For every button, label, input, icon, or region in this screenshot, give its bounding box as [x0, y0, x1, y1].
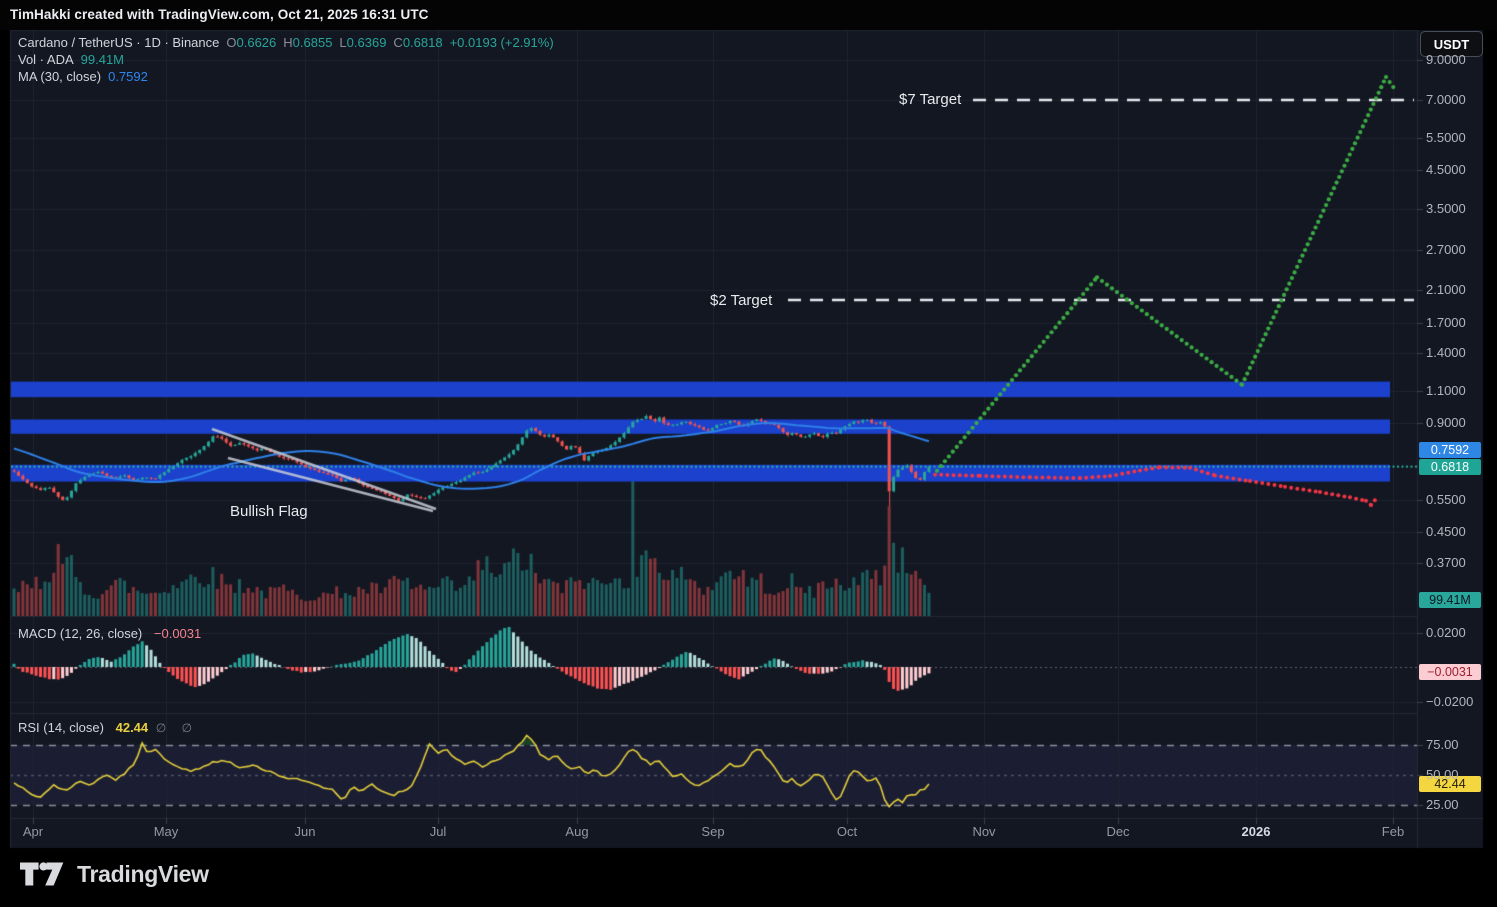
- time-tick-label: Jul: [429, 824, 447, 839]
- price-tick-label: 4.5000: [1426, 161, 1466, 177]
- price-tick-label: 1.7000: [1426, 314, 1466, 330]
- rsi-badge: 42.44: [1419, 776, 1481, 792]
- low-label: L: [339, 35, 347, 50]
- price-tick-label: 0.0200: [1426, 624, 1466, 640]
- price-tick-label: 5.5000: [1426, 129, 1466, 145]
- open-value: 0.6626: [236, 35, 277, 50]
- open-label: O: [226, 35, 237, 50]
- target-2-label[interactable]: $2 Target: [710, 292, 773, 309]
- price-tick-label: 0.4500: [1426, 524, 1466, 540]
- price-tick-label: 0.9000: [1426, 414, 1466, 430]
- macd-label: MACD (12, 26, close): [18, 626, 143, 641]
- rsi-label: RSI (14, close): [18, 720, 104, 735]
- legend-volume-row: Vol · ADA 99.41M: [18, 51, 554, 68]
- macd-panel-label: MACD (12, 26, close) −0.0031: [18, 626, 201, 641]
- macd-value: −0.0031: [153, 626, 202, 641]
- price-tick-label: 3.5000: [1426, 201, 1466, 217]
- ma-label: MA (30, close): [18, 69, 102, 84]
- time-tick-label: Nov: [972, 824, 996, 839]
- tradingview-logo-text: TradingView: [77, 860, 209, 887]
- last-price-badge: 0.6818: [1419, 459, 1481, 475]
- high-label: H: [283, 35, 293, 50]
- tradingview-logo[interactable]: TradingView: [20, 858, 209, 890]
- tradingview-logo-icon: [20, 862, 64, 886]
- ma-price-badge: 0.7592: [1419, 442, 1481, 458]
- close-value: 0.6818: [402, 35, 443, 50]
- ma-value: 0.7592: [108, 69, 148, 84]
- rsi-panel-label: RSI (14, close) 42.44 ∅ ∅: [18, 720, 198, 735]
- time-tick-label: Oct: [836, 824, 858, 839]
- legend-symbol-row: Cardano / TetherUS · 1D · Binance O0.662…: [18, 34, 554, 51]
- time-tick-label: Jun: [294, 824, 316, 839]
- target-7-label[interactable]: $7 Target: [899, 91, 962, 108]
- rsi-value: 42.44: [115, 720, 149, 735]
- macd-badge: −0.0031: [1419, 664, 1481, 680]
- attribution-bar: TimHakki created with TradingView.com, O…: [0, 0, 1497, 30]
- volume-label: Vol · ADA: [18, 52, 74, 67]
- time-tick-label: Sep: [701, 824, 725, 839]
- price-tick-label: −0.0200: [1426, 693, 1474, 709]
- price-tick-label: 7.0000: [1426, 92, 1466, 107]
- volume-badge: 99.41M: [1419, 592, 1481, 608]
- rsi-empty-source-icons: ∅ ∅: [155, 721, 199, 735]
- price-tick-label: 1.4000: [1426, 345, 1466, 361]
- bullish-flag-label[interactable]: Bullish Flag: [230, 503, 308, 520]
- price-tick-label: 0.5500: [1426, 492, 1466, 508]
- legend-ma-row: MA (30, close) 0.7592: [18, 68, 554, 85]
- price-tick-label: 1.1000: [1426, 383, 1466, 399]
- time-tick-label: Apr: [22, 824, 44, 839]
- time-tick-label: 2026: [1241, 824, 1271, 839]
- price-tick-label: 0.3700: [1426, 554, 1466, 570]
- close-label: C: [393, 35, 403, 50]
- price-tick-label: 50.00: [1426, 767, 1459, 782]
- price-tick-label: 75.00: [1426, 737, 1459, 752]
- time-tick-label: Feb: [1381, 824, 1405, 839]
- chart-legend: Cardano / TetherUS · 1D · Binance O0.662…: [18, 34, 554, 85]
- high-value: 0.6855: [292, 35, 333, 50]
- time-tick-label: Aug: [565, 824, 589, 839]
- price-tick-label: 9.0000: [1426, 52, 1466, 68]
- price-tick-label: 2.7000: [1426, 241, 1466, 257]
- symbol-title: Cardano / TetherUS · 1D · Binance: [18, 35, 220, 50]
- volume-value: 99.41M: [80, 52, 125, 67]
- price-tick-label: 25.00: [1426, 797, 1459, 812]
- low-value: 0.6369: [346, 35, 387, 50]
- currency-toggle-button[interactable]: USDT: [1420, 31, 1483, 57]
- time-tick-label: Dec: [1106, 824, 1130, 839]
- price-tick-label: 2.1000: [1426, 281, 1466, 297]
- attribution-text: TimHakki created with TradingView.com, O…: [10, 7, 429, 22]
- time-tick-label: May: [153, 824, 179, 839]
- change-value: +0.0193 (+2.91%): [449, 35, 554, 50]
